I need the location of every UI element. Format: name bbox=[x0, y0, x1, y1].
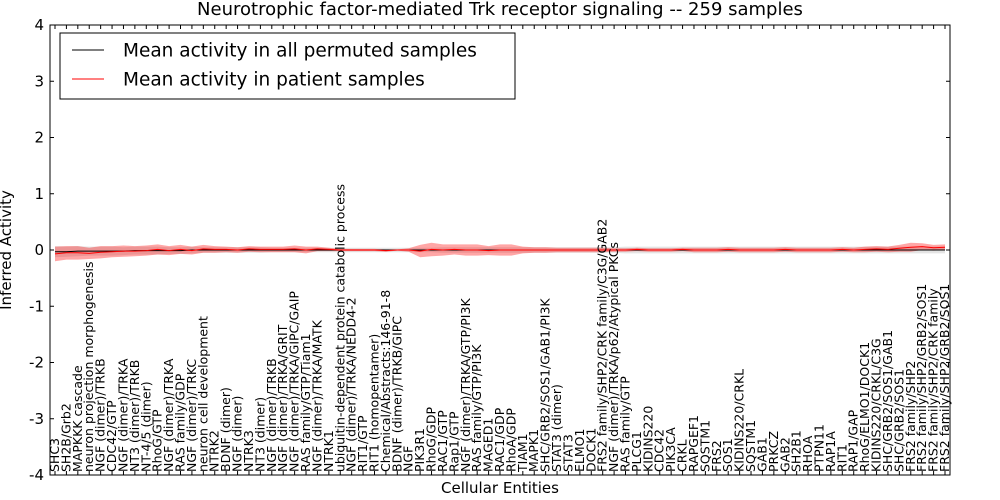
x-tick-label: NT-4/5 (dimer) bbox=[138, 381, 153, 472]
x-axis-label: Cellular Entities bbox=[441, 479, 559, 497]
x-tick-label: RIT1/GTP bbox=[355, 415, 370, 472]
x-tick-label: NGF (dimer) bbox=[230, 396, 245, 472]
x-tick-label: RAP1/GAP bbox=[846, 409, 861, 472]
x-tick-label: FRS2 bbox=[709, 440, 724, 472]
y-tick-label: -4 bbox=[29, 466, 44, 484]
x-tick-label: NT3 (dimer)/TRKB bbox=[127, 360, 142, 472]
x-tick-label: FRS2 family/SHP2/CRK family/C3G/GAB2 bbox=[595, 219, 610, 472]
x-tick-label: NGF (dimer)/TRKB bbox=[264, 358, 279, 472]
x-tick-label: Rap1/GTP bbox=[446, 411, 461, 472]
x-tick-label: RhoG/ELMO1/DOCK1 bbox=[857, 342, 872, 472]
x-tick-label: KIDINS220 bbox=[640, 406, 655, 472]
series-line-1 bbox=[54, 246, 946, 255]
x-tick-label: KIDINS220/CRKL bbox=[732, 369, 747, 472]
x-tick-label: NT3 (dimer) bbox=[252, 397, 267, 472]
y-tick-label: 4 bbox=[34, 16, 44, 34]
x-tick-label: NGF (dimer)/TRKA/GIPC/GAIP bbox=[287, 291, 302, 472]
x-tick-label: RAC1/GTP bbox=[435, 410, 450, 472]
legend-box bbox=[59, 32, 516, 100]
x-tick-label: RAS family/GTP bbox=[618, 376, 633, 472]
x-tick-label: TIAM1 bbox=[515, 433, 530, 473]
x-tick-label: NTRK1 bbox=[321, 430, 336, 472]
x-tick-label: neuron projection morphogenesis bbox=[81, 261, 96, 472]
x-tick-label: SH2B/Grb2 bbox=[58, 403, 73, 472]
x-tick-label: SQSTM1 bbox=[697, 420, 712, 472]
x-tick-label: RhoA/GDP bbox=[503, 408, 518, 472]
legend-label: Mean activity in all permuted samples bbox=[123, 41, 477, 62]
x-tick-label: PLCG1 bbox=[629, 431, 644, 472]
x-tick-label: neuron cell development bbox=[195, 316, 210, 472]
y-tick-label: 0 bbox=[34, 241, 44, 259]
x-tick-label: CDC42/GTP bbox=[104, 400, 119, 472]
x-tick-label: STAT3 bbox=[561, 434, 576, 472]
x-tick-label: FRS2 family/SHP2/CRK family bbox=[926, 288, 941, 472]
x-tick-label: NGF (dimer)/TRKA/NEDD4-2 bbox=[344, 297, 359, 472]
x-tick-label: FRS2 family/SHP2/GRB2/SOS1 bbox=[937, 284, 952, 472]
x-tick-label: RIT1 (homopentamer) bbox=[367, 334, 382, 472]
x-tick-label: BDNF (dimer)/TRKB/GIPC bbox=[389, 316, 404, 472]
legend-label: Mean activity in patient samples bbox=[123, 70, 425, 91]
y-tick-label: 3 bbox=[34, 72, 44, 90]
x-tick-label: BDNF (dimer) bbox=[218, 387, 233, 472]
y-tick-label: 1 bbox=[34, 185, 44, 203]
x-tick-label: NTRK2 bbox=[207, 430, 222, 472]
x-tick-label: DOCK1 bbox=[583, 428, 598, 472]
x-tick-label: STAT3 (dimer) bbox=[549, 384, 564, 472]
x-tick-label: RHOA bbox=[800, 435, 815, 472]
x-tick-label: PIK3R1 bbox=[412, 428, 427, 472]
x-tick-label: NGF (dimer)/TRKB bbox=[93, 358, 108, 472]
x-tick-label: ubiquitin-dependent protein catabolic pr… bbox=[332, 184, 347, 472]
x-tick-label: NGF (dimer)/TRKA/p62/Atypical PKCs bbox=[606, 242, 621, 472]
x-tick-label: NGF (dimer)/TRKA bbox=[161, 358, 176, 472]
x-tick-label: FRS2 family/SHP2 bbox=[903, 361, 918, 472]
x-tick-label: SH2B1 bbox=[789, 430, 804, 472]
x-tick-label: GAB2 bbox=[777, 437, 792, 472]
x-tick-label: CDC42 bbox=[652, 429, 667, 472]
series-band-1 bbox=[55, 242, 945, 262]
x-tick-label: SHC/GRB2/SOS1 bbox=[891, 369, 906, 472]
x-tick-label: SHC3 bbox=[47, 438, 62, 472]
x-tick-label: NGF (dimer)/TRKA bbox=[116, 358, 131, 472]
chart-title: Neurotrophic factor-mediated Trk recepto… bbox=[197, 0, 803, 20]
x-tick-label: RIT1 bbox=[834, 444, 849, 472]
x-tick-label: FRS2 family/SHP2/GRB2/SOS1 bbox=[914, 284, 929, 472]
y-tick-label: 2 bbox=[34, 129, 44, 147]
x-tick-label: NGF (dimer)/TRKA/GRIT bbox=[275, 324, 290, 472]
y-tick-label: -3 bbox=[29, 410, 44, 428]
x-tick-label: RhoG/GDP bbox=[424, 407, 439, 472]
x-tick-label: MAPKKK cascade bbox=[70, 365, 85, 472]
x-tick-label: SHC/GRB2/SOS1/GAB1 bbox=[880, 330, 895, 472]
x-tick-label: PTPN11 bbox=[812, 424, 827, 472]
x-tick-label: MAGED1 bbox=[481, 418, 496, 472]
x-tick-label: RAC1/GDP bbox=[492, 407, 507, 472]
x-tick-label: RAPGEF1 bbox=[686, 415, 701, 472]
x-tick-label: RAP1A bbox=[823, 431, 838, 472]
x-tick-label: NGF (dimer)/TRKC bbox=[184, 359, 199, 472]
x-tick-label: MAPK1 bbox=[526, 429, 541, 472]
x-tick-label: KIDINS220/CRKL/C3G bbox=[869, 338, 884, 472]
x-tick-label: NGF (dimer)/TRKA/MATK bbox=[309, 319, 324, 472]
x-tick-label: NTRK3 bbox=[241, 430, 256, 472]
x-tick-label: NGF bbox=[401, 446, 416, 472]
x-tick-label: PIK3CA bbox=[663, 427, 678, 472]
x-tick-label: RAS family/GTP/PI3K bbox=[469, 344, 484, 472]
y-tick-label: -2 bbox=[29, 354, 44, 372]
x-tick-label: CRKL bbox=[675, 439, 690, 472]
x-tick-label: RhoG/GTP bbox=[150, 409, 165, 472]
y-tick-label: -1 bbox=[29, 297, 44, 315]
x-tick-label: SQSTM1 bbox=[743, 420, 758, 472]
x-tick-label: NGF (dimer)/TRKA/GTP/PI3K bbox=[458, 298, 473, 472]
y-axis-label: Inferred Activity bbox=[0, 190, 15, 310]
x-tick-label: SOS1 bbox=[720, 438, 735, 472]
x-tick-label: Chemical/Abstracts:146-91-8 bbox=[378, 290, 393, 472]
x-tick-label: SHC/GRB2/SOS1/GAB1/PI3K bbox=[538, 298, 553, 472]
x-tick-label: RAS family/GDP bbox=[173, 373, 188, 472]
x-tick-label: RAS family/GTP/Tiam1 bbox=[298, 333, 313, 472]
x-tick-label: ELMO1 bbox=[572, 429, 587, 472]
x-tick-label: PRKCZ bbox=[766, 431, 781, 472]
x-tick-label: GAB1 bbox=[754, 437, 769, 472]
